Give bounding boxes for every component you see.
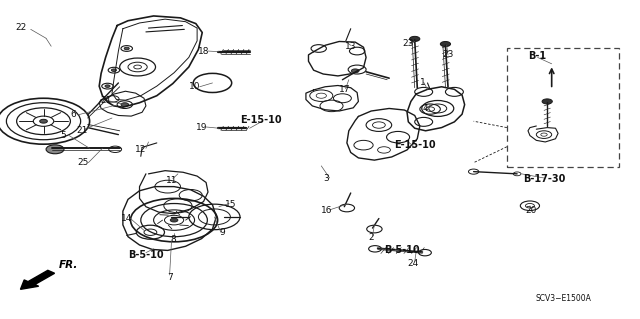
Text: B-5-10: B-5-10: [384, 245, 420, 256]
Text: 21: 21: [76, 126, 88, 135]
Circle shape: [46, 145, 64, 154]
Text: 4: 4: [423, 104, 428, 113]
Circle shape: [111, 69, 116, 71]
Circle shape: [40, 119, 47, 123]
FancyArrow shape: [20, 270, 54, 289]
Circle shape: [440, 41, 451, 47]
Text: 13: 13: [345, 42, 356, 51]
Text: 21: 21: [100, 96, 111, 105]
Text: E-15-10: E-15-10: [240, 115, 282, 125]
Text: 9: 9: [220, 228, 225, 237]
Text: 1: 1: [420, 78, 425, 87]
Text: B-17-30: B-17-30: [523, 174, 565, 184]
Circle shape: [351, 69, 359, 73]
Text: 24: 24: [407, 259, 419, 268]
Text: 5: 5: [60, 131, 65, 140]
Text: 23: 23: [442, 50, 454, 59]
Text: 7: 7: [167, 273, 172, 282]
Text: 12: 12: [135, 145, 147, 154]
Text: 11: 11: [166, 176, 177, 185]
Text: B-1: B-1: [529, 51, 547, 61]
Text: 17: 17: [339, 85, 350, 94]
Text: B-5-10: B-5-10: [128, 250, 164, 260]
Circle shape: [121, 103, 129, 107]
Text: 6: 6: [71, 110, 76, 119]
Text: 20: 20: [525, 206, 537, 215]
Text: 2: 2: [369, 233, 374, 242]
Text: 10: 10: [189, 82, 201, 91]
Text: 19: 19: [196, 123, 207, 132]
Text: 16: 16: [321, 206, 332, 215]
Text: 22: 22: [15, 23, 27, 32]
Circle shape: [410, 36, 420, 41]
Text: 15: 15: [225, 200, 236, 209]
Circle shape: [124, 47, 129, 50]
Circle shape: [105, 85, 110, 87]
Text: E-15-10: E-15-10: [394, 140, 436, 150]
Text: 23: 23: [403, 39, 414, 48]
Text: 3: 3: [324, 174, 329, 183]
Circle shape: [542, 99, 552, 104]
Circle shape: [170, 218, 178, 222]
Text: 25: 25: [77, 158, 89, 167]
Text: SCV3−E1500A: SCV3−E1500A: [535, 294, 591, 303]
Text: 8: 8: [170, 235, 175, 244]
Text: FR.: FR.: [59, 260, 78, 270]
Text: 18: 18: [198, 47, 209, 56]
Text: 14: 14: [121, 214, 132, 223]
